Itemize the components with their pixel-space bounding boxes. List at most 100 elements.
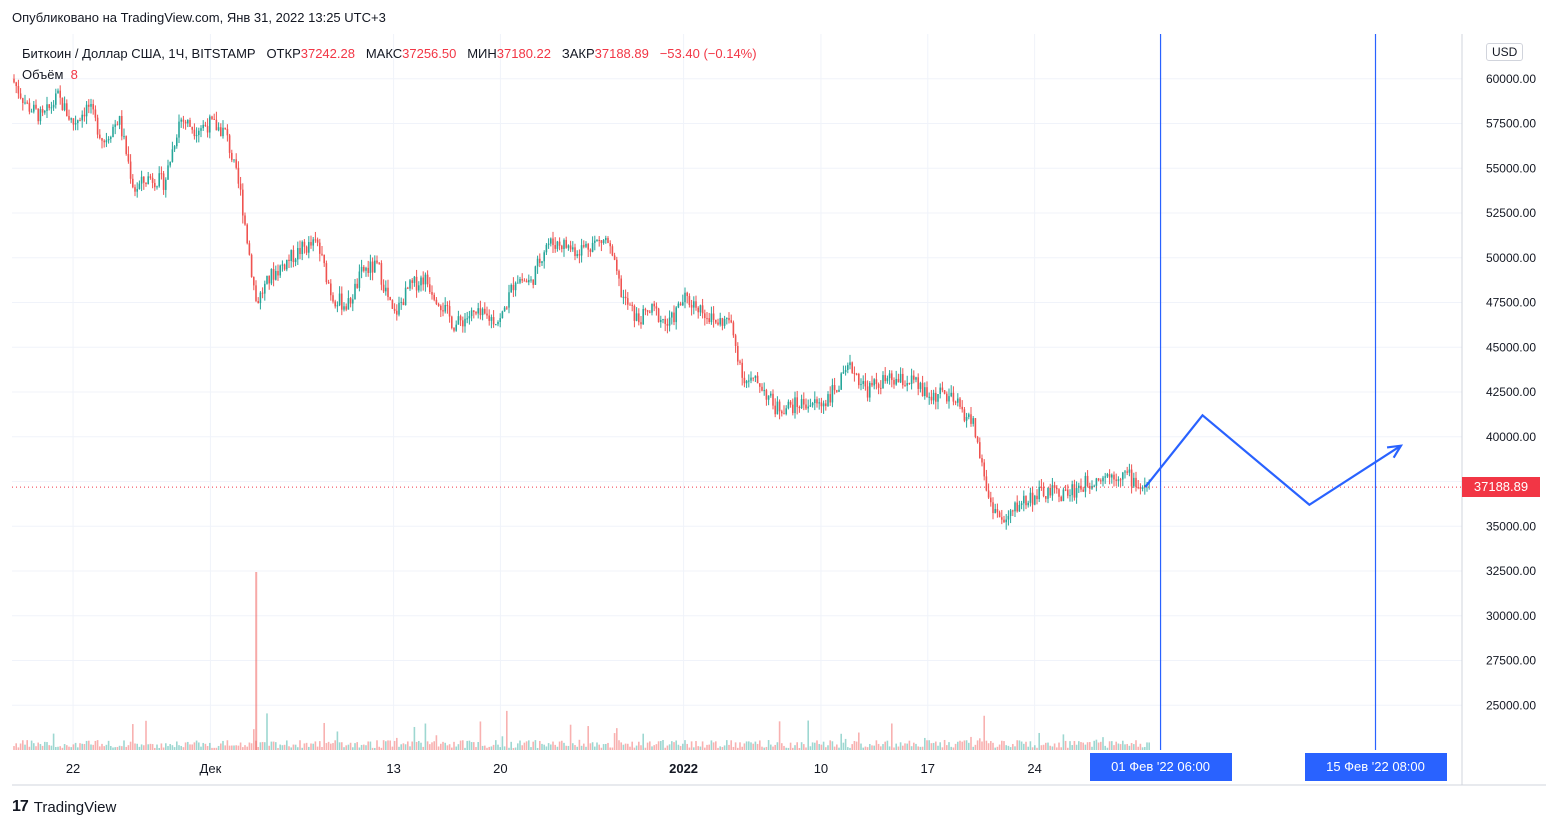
volume-bar (358, 747, 361, 750)
y-tick-label: 35000.00 (1486, 519, 1536, 533)
volume-bar (1084, 744, 1087, 750)
candle-body (589, 249, 592, 252)
candle-body (352, 299, 354, 304)
candle-body (888, 373, 891, 379)
candle-body (827, 394, 829, 406)
volume-bar (880, 746, 882, 750)
candle-body (402, 301, 405, 306)
volume-bar (954, 743, 957, 750)
volume-bar (165, 743, 167, 750)
volume-bar (543, 744, 545, 750)
candle-body (787, 401, 790, 409)
volume-bar (772, 746, 774, 750)
volume-bar (756, 743, 759, 750)
candle-body (70, 118, 72, 120)
volume-bar (924, 737, 926, 750)
x-tick-label: 13 (386, 761, 400, 776)
volume-bar (822, 741, 825, 750)
candle-body (319, 242, 321, 254)
volume-bar (814, 742, 816, 750)
volume-bar (180, 745, 182, 750)
volume-bar (92, 744, 94, 750)
candle-body (655, 306, 658, 309)
volume-bar (1003, 741, 1005, 750)
volume-bar (235, 745, 237, 750)
candle-body (609, 243, 611, 247)
volume-bar (149, 743, 152, 750)
volume-bar (739, 742, 741, 750)
candle-body (633, 305, 636, 321)
candle-body (919, 382, 922, 389)
volume-bar (827, 745, 829, 750)
volume-bar (730, 740, 732, 750)
volume-bar (193, 742, 196, 750)
volume-bar (407, 741, 409, 750)
volume-bar (983, 715, 985, 750)
candle-body (363, 266, 365, 271)
candle-body (822, 403, 825, 407)
candle-body (618, 270, 620, 279)
candle-body (37, 108, 39, 122)
volume-bar (932, 742, 935, 750)
candle-body (231, 152, 233, 161)
tradingview-logo[interactable]: 17 TradingView (12, 798, 116, 816)
candle-body (976, 436, 979, 443)
candle-body (462, 320, 464, 327)
volume-bar (759, 740, 761, 750)
volume-bar (281, 745, 284, 750)
candle-body (622, 296, 625, 298)
candle-body (270, 269, 273, 284)
volume-bar (94, 740, 97, 750)
volume-bar (906, 743, 908, 750)
candle-body (1012, 510, 1014, 512)
candle-body (63, 103, 66, 111)
volume-bar (618, 740, 620, 750)
volume-bar (239, 742, 242, 750)
candle-body (708, 318, 710, 323)
volume-bar (15, 743, 17, 750)
volume-bar (1082, 742, 1084, 750)
x-tick-label: 24 (1027, 761, 1041, 776)
volume-bar (17, 747, 20, 750)
volume-bar (253, 729, 255, 750)
volume-bar (396, 737, 398, 750)
candle-body (778, 401, 781, 412)
candle-body (160, 173, 163, 175)
volume-bar (140, 744, 143, 750)
volume-bar (336, 731, 339, 750)
x-tick-label: 22 (66, 761, 80, 776)
candle-body (235, 159, 237, 168)
volume-bar (816, 740, 818, 750)
candle-body (873, 379, 875, 386)
volume-bar (136, 743, 138, 750)
candle-body (147, 176, 149, 185)
volume-bar (90, 744, 92, 750)
open-label: ОТКР (266, 46, 301, 61)
candle-body (134, 187, 136, 192)
volume-bar (292, 744, 295, 750)
candle-body (228, 135, 231, 153)
candle-body (345, 306, 347, 310)
candle-body (880, 387, 882, 389)
candle-body (1084, 475, 1087, 492)
volume-bar (664, 747, 666, 750)
candle-body (596, 239, 598, 241)
volume-bar (858, 732, 860, 750)
volume-bar (206, 746, 209, 750)
volume-bar (528, 740, 530, 750)
volume-bar (422, 746, 424, 750)
volume-bar (765, 746, 768, 750)
volume-bar (35, 746, 37, 750)
volume-bar (611, 747, 614, 750)
currency-badge[interactable]: USD (1486, 43, 1524, 61)
volume-bar (367, 741, 369, 750)
candle-body (699, 305, 702, 313)
volume-bar (541, 743, 543, 750)
volume-bar (1078, 741, 1080, 750)
candle-body (668, 317, 671, 326)
candle-body (662, 319, 664, 321)
candle-body (908, 383, 911, 385)
volume-bar (968, 742, 970, 750)
volume-bar (908, 740, 911, 750)
